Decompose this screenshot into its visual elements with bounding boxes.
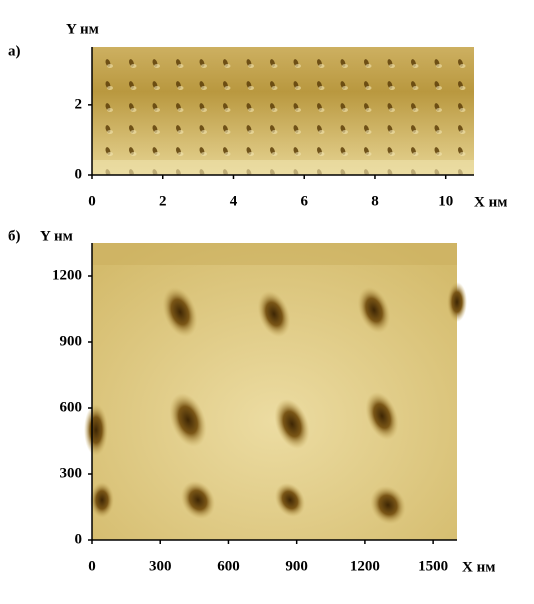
x-tick-label: 600 [217, 558, 240, 574]
panel-label: а) [8, 43, 21, 59]
y-axis-label: Y нм [66, 21, 99, 37]
x-tick-label: 4 [230, 193, 238, 209]
y-tick-label: 600 [60, 399, 83, 415]
y-tick-label: 900 [60, 333, 83, 349]
x-tick-label: 2 [159, 193, 167, 209]
y-tick-label: 0 [75, 166, 83, 182]
x-tick-label: 6 [300, 193, 308, 209]
y-tick-label: 0 [75, 531, 83, 547]
x-axis-label: X нм [462, 559, 495, 575]
y-tick-label: 300 [60, 465, 83, 481]
x-axis-label: X нм [474, 194, 507, 210]
y-axis-label: Y нм [40, 228, 73, 244]
y-tick-label: 2 [75, 96, 83, 112]
y-tick-label: 1200 [52, 267, 82, 283]
x-tick-label: 900 [285, 558, 308, 574]
panel-label: б) [8, 228, 21, 244]
x-tick-label: 300 [149, 558, 172, 574]
x-tick-label: 10 [438, 193, 453, 209]
x-tick-label: 0 [88, 193, 96, 209]
x-tick-label: 1200 [350, 558, 380, 574]
image-b [84, 243, 467, 540]
image-a [92, 47, 474, 175]
x-tick-label: 0 [88, 558, 96, 574]
x-tick-label: 8 [371, 193, 379, 209]
x-tick-label: 1500 [418, 558, 448, 574]
